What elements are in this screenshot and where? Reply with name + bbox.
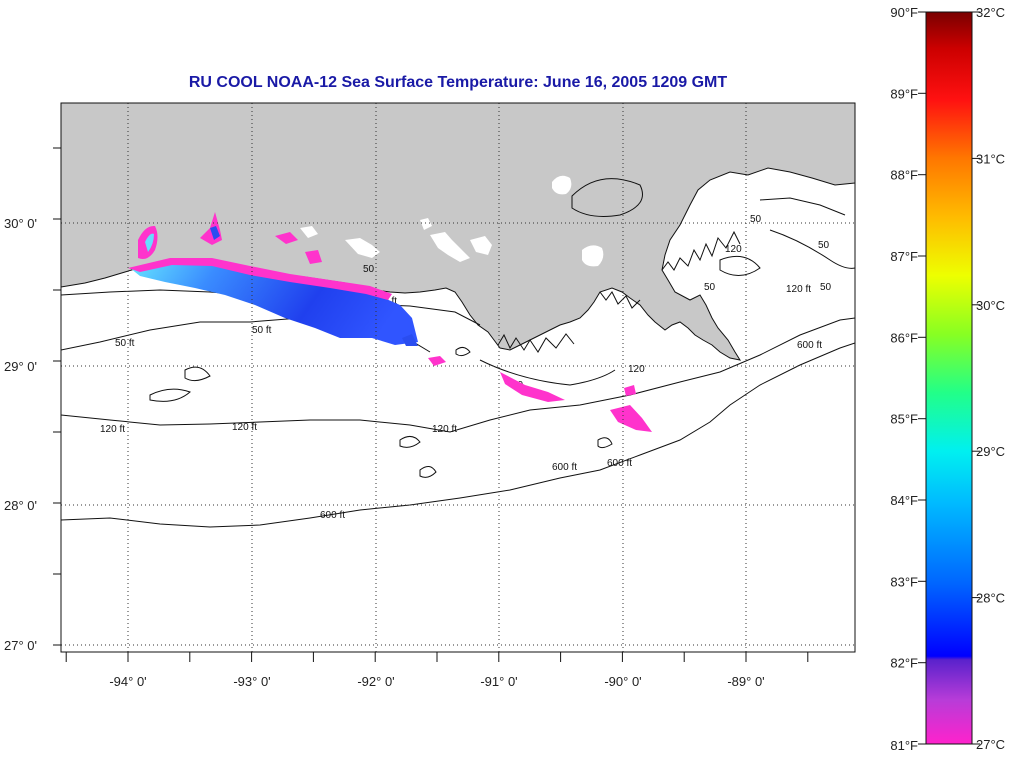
contour-label: 120 ft (786, 284, 811, 295)
contour-label: 600 ft (552, 462, 577, 473)
longitude-label: -93° 0' (233, 674, 270, 689)
contour-label: 50 (363, 264, 375, 275)
sst-offshore-patch (624, 385, 636, 396)
longitude-label: -91° 0' (480, 674, 517, 689)
contour-label: 50 (818, 240, 830, 251)
fahrenheit-label: 85°F (890, 412, 918, 427)
fahrenheit-label: 86°F (890, 330, 918, 345)
fahrenheit-label: 82°F (890, 656, 918, 671)
longitude-label: -90° 0' (604, 674, 641, 689)
sst-blue-bay (210, 226, 220, 240)
fahrenheit-label: 87°F (890, 249, 918, 264)
contour-label: 50 (750, 214, 762, 225)
plot-frame (60, 102, 856, 653)
celsius-label: 31°C (976, 151, 1005, 166)
contour-label: 120 (725, 244, 742, 255)
sst-coastal-band (130, 262, 418, 345)
sst-offshore-patch (402, 334, 418, 346)
inland-water (300, 175, 643, 267)
map-plot-area: 50 ft 50 ft 50 ft 120 ft 120 ft 120 ft 6… (61, 103, 855, 652)
fahrenheit-label: 89°F (890, 86, 918, 101)
delta-coastline (497, 230, 741, 353)
sst-pink-edge (128, 258, 392, 300)
celsius-scale: 32°C 31°C 30°C 29°C 28°C 27°C (976, 5, 1005, 752)
contour-label: 120 ft (232, 422, 257, 433)
celsius-label: 27°C (976, 737, 1005, 752)
longitude-label: -92° 0' (357, 674, 394, 689)
fahrenheit-label: 84°F (890, 493, 918, 508)
sst-pink-bay (305, 250, 322, 264)
map-title: RU COOL NOAA-12 Sea Surface Temperature:… (189, 74, 728, 91)
contour-label: 50 ft (252, 325, 272, 336)
celsius-label: 32°C (976, 5, 1005, 20)
fahrenheit-label: 90°F (890, 5, 918, 20)
latitude-label: 30° 0' (4, 216, 37, 231)
contour-label: 120 ft (432, 424, 457, 435)
sst-offshore-patch (428, 356, 446, 366)
celsius-label: 28°C (976, 591, 1005, 606)
longitude-axis: -94° 0' -93° 0' -92° 0' -91° 0' -90° 0' … (109, 674, 764, 689)
contour-label: 600 ft (320, 510, 345, 521)
celsius-label: 30°C (976, 298, 1005, 313)
colorbar-ticks (918, 11, 980, 745)
sst-offshore-patch (500, 372, 565, 402)
sst-data-patches (128, 212, 652, 432)
graticule (61, 103, 855, 652)
latitude-label: 28° 0' (4, 498, 37, 513)
fahrenheit-label: 81°F (890, 738, 918, 753)
latitude-label: 29° 0' (4, 359, 37, 374)
contour-label: 600 ft (797, 340, 822, 351)
contour-label: 50 (704, 282, 716, 293)
latitude-label: 27° 0' (4, 638, 37, 653)
contour-label: 600 ft (607, 458, 632, 469)
longitude-label: -94° 0' (109, 674, 146, 689)
longitude-label: -89° 0' (727, 674, 764, 689)
axis-ticks (53, 147, 809, 662)
celsius-label: 29°C (976, 444, 1005, 459)
temperature-colorbar: 90°F 89°F 88°F 87°F 86°F 85°F 84°F 83°F 82°F 81°F… (890, 5, 1005, 753)
sst-cyan-lagoon (145, 233, 154, 252)
contour-label: 50 ft (115, 338, 135, 349)
fahrenheit-scale: 90°F 89°F 88°F 87°F 86°F 85°F 84°F 83°F 82°F 81°F (890, 5, 918, 753)
sst-offshore-patch (610, 405, 652, 432)
latitude-axis: 30° 0' 29° 0' 28° 0' 27° 0' (4, 216, 37, 653)
colorbar-ramp (925, 11, 973, 745)
sst-pink-bay (275, 232, 298, 244)
fahrenheit-label: 83°F (890, 574, 918, 589)
fahrenheit-label: 88°F (890, 168, 918, 183)
contour-label: 50 (820, 282, 832, 293)
contour-label: 120 ft (100, 424, 125, 435)
contour-label: 120 (628, 364, 645, 375)
